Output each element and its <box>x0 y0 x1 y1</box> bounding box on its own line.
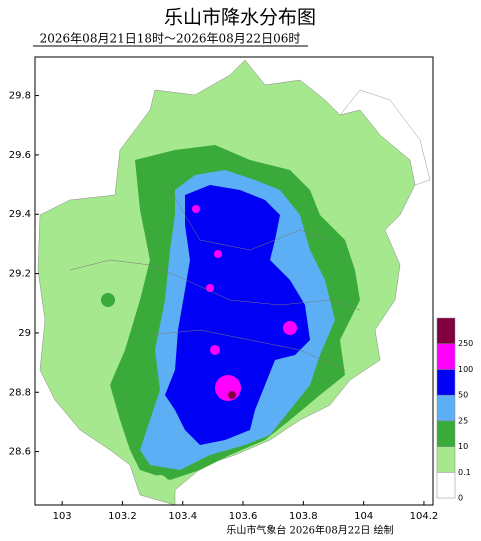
region-rainstorm <box>165 185 310 445</box>
map <box>37 59 431 506</box>
x-tick-label: 103.6 <box>229 511 258 522</box>
x-tick-label: 103.4 <box>168 511 197 522</box>
legend-label: 0.1 <box>458 468 471 477</box>
x-tick-label: 104.2 <box>410 511 439 522</box>
plot-frame <box>34 56 434 506</box>
y-tick-label: 28.8 <box>9 387 31 398</box>
legend-swatch <box>436 317 456 344</box>
neighbor-border <box>339 89 431 186</box>
region-heavy-rainstorm <box>215 375 241 401</box>
region-heavy-rainstorm <box>283 321 297 335</box>
y-tick-label: 28.6 <box>9 447 31 458</box>
x-tick-label: 103 <box>53 511 72 522</box>
y-tick-label: 29.4 <box>9 209 31 220</box>
y-tick-label: 29.8 <box>9 91 31 102</box>
legend-label: 50 <box>458 391 468 400</box>
subtitle: 2026年08月21日18时～2026年08月22日06时 <box>40 32 301 46</box>
legend-swatch <box>436 446 456 473</box>
title: 乐山市降水分布图 <box>164 7 316 29</box>
x-tick-label: 104 <box>354 511 373 522</box>
region-moderate-rain <box>101 293 115 307</box>
region-heavy-rainstorm <box>192 205 200 213</box>
county-border <box>69 259 361 311</box>
y-tick-label: 29 <box>18 328 31 339</box>
region-extreme-rain <box>228 391 236 399</box>
legend-label: 100 <box>458 365 473 374</box>
legend-swatch <box>436 369 456 396</box>
legend-swatch <box>436 394 456 422</box>
legend-swatch <box>436 420 456 447</box>
x-tick-label: 103.2 <box>108 511 137 522</box>
region-light-rain <box>152 475 168 491</box>
legend-swatch <box>436 472 456 499</box>
legend-label: 250 <box>458 339 473 348</box>
region-heavy-rainstorm <box>210 345 220 355</box>
x-tick-label: 103.8 <box>289 511 318 522</box>
y-tick-label: 29.2 <box>9 269 31 280</box>
legend-label: 0 <box>458 494 463 503</box>
county-border <box>149 329 346 371</box>
county-border <box>169 189 331 251</box>
legend-swatch <box>436 343 456 370</box>
region-heavy-rainstorm <box>214 250 222 258</box>
region-heavy-rain <box>258 411 272 425</box>
legend-label: 10 <box>458 442 468 451</box>
legend-label: 25 <box>458 416 468 425</box>
footer: 乐山市气象台 2026年08月22日 绘制 <box>226 524 393 537</box>
y-tick-label: 29.6 <box>9 150 31 161</box>
